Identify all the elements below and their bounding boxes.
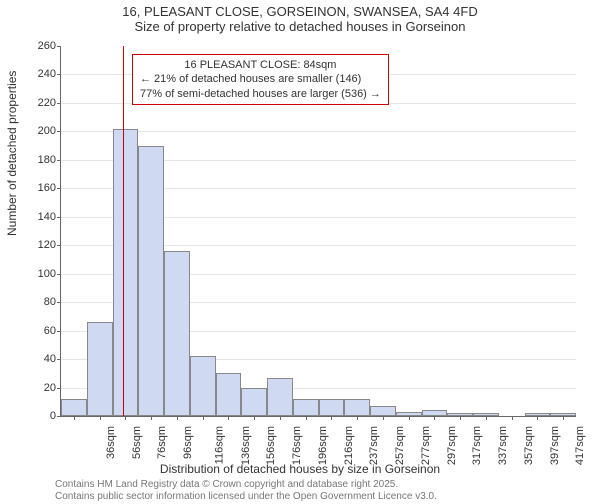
x-tick-mark xyxy=(151,416,152,420)
y-tick-label: 100 xyxy=(26,268,56,280)
x-tick-mark xyxy=(409,416,410,420)
x-tick-mark xyxy=(460,416,461,420)
annotation-box: 16 PLEASANT CLOSE: 84sqm← 21% of detache… xyxy=(132,54,389,105)
chart-title: 16, PLEASANT CLOSE, GORSEINON, SWANSEA, … xyxy=(0,4,600,19)
x-tick-label: 56sqm xyxy=(131,426,143,459)
histogram-bar xyxy=(61,399,87,416)
x-tick-mark xyxy=(228,416,229,420)
x-tick-mark xyxy=(512,416,513,420)
y-tick-mark xyxy=(57,46,61,47)
y-tick-label: 120 xyxy=(26,239,56,251)
x-tick-label: 317sqm xyxy=(472,426,484,465)
plot-region: 16 PLEASANT CLOSE: 84sqm← 21% of detache… xyxy=(60,46,576,417)
x-tick-mark xyxy=(177,416,178,420)
x-tick-label: 357sqm xyxy=(523,426,535,465)
x-tick-label: 196sqm xyxy=(317,426,329,465)
y-tick-mark xyxy=(57,74,61,75)
y-tick-mark xyxy=(57,388,61,389)
x-tick-label: 36sqm xyxy=(105,426,117,459)
y-tick-mark xyxy=(57,160,61,161)
y-tick-label: 180 xyxy=(26,154,56,166)
y-tick-mark xyxy=(57,188,61,189)
y-tick-mark xyxy=(57,359,61,360)
chart-subtitle: Size of property relative to detached ho… xyxy=(0,19,600,34)
x-tick-mark xyxy=(486,416,487,420)
reference-line xyxy=(123,46,124,416)
y-tick-mark xyxy=(57,217,61,218)
x-tick-label: 297sqm xyxy=(446,426,458,465)
y-tick-mark xyxy=(57,103,61,104)
y-tick-mark xyxy=(57,416,61,417)
x-tick-label: 116sqm xyxy=(213,426,225,464)
y-axis-label: Number of detached properties xyxy=(5,71,19,236)
histogram-bar xyxy=(267,378,293,416)
histogram-bar xyxy=(370,406,396,416)
x-tick-label: 76sqm xyxy=(156,426,168,459)
histogram-bar xyxy=(241,388,267,416)
footer-copyright-1: Contains HM Land Registry data © Crown c… xyxy=(55,479,398,490)
histogram-bar xyxy=(164,251,190,416)
x-tick-mark xyxy=(203,416,204,420)
y-tick-label: 240 xyxy=(26,68,56,80)
x-tick-label: 397sqm xyxy=(549,426,561,465)
x-tick-label: 237sqm xyxy=(369,426,381,465)
x-tick-mark xyxy=(434,416,435,420)
annotation-line-1: 16 PLEASANT CLOSE: 84sqm xyxy=(140,58,381,72)
x-tick-label: 337sqm xyxy=(497,426,509,465)
x-tick-mark xyxy=(125,416,126,420)
x-tick-mark xyxy=(563,416,564,420)
histogram-bar xyxy=(113,129,139,416)
x-tick-mark xyxy=(357,416,358,420)
x-axis-label: Distribution of detached houses by size … xyxy=(0,462,600,476)
x-tick-mark xyxy=(383,416,384,420)
x-tick-mark xyxy=(280,416,281,420)
x-tick-label: 176sqm xyxy=(291,426,303,465)
x-tick-label: 96sqm xyxy=(182,426,194,459)
y-tick-label: 200 xyxy=(26,125,56,137)
histogram-bar xyxy=(293,399,319,416)
x-tick-label: 156sqm xyxy=(266,426,278,465)
histogram-bar xyxy=(190,356,216,416)
x-tick-label: 277sqm xyxy=(420,426,432,465)
y-tick-mark xyxy=(57,331,61,332)
y-tick-label: 260 xyxy=(26,40,56,52)
y-tick-label: 0 xyxy=(26,410,56,422)
histogram-bar xyxy=(87,322,113,416)
chart-area: 16 PLEASANT CLOSE: 84sqm← 21% of detache… xyxy=(60,46,575,416)
x-tick-mark xyxy=(537,416,538,420)
y-tick-label: 60 xyxy=(26,325,56,337)
x-tick-mark xyxy=(100,416,101,420)
x-tick-mark xyxy=(306,416,307,420)
histogram-bar xyxy=(344,399,370,416)
histogram-bar xyxy=(216,373,242,416)
x-tick-label: 216sqm xyxy=(343,426,355,465)
annotation-line-2: ← 21% of detached houses are smaller (14… xyxy=(140,72,381,86)
y-tick-mark xyxy=(57,274,61,275)
y-tick-mark xyxy=(57,302,61,303)
annotation-line-3: 77% of semi-detached houses are larger (… xyxy=(140,87,381,101)
x-tick-label: 417sqm xyxy=(575,426,587,465)
y-tick-label: 20 xyxy=(26,382,56,394)
y-tick-label: 80 xyxy=(26,296,56,308)
x-tick-label: 136sqm xyxy=(240,426,252,465)
y-tick-label: 220 xyxy=(26,97,56,109)
y-tick-label: 140 xyxy=(26,211,56,223)
y-tick-mark xyxy=(57,131,61,132)
x-tick-label: 257sqm xyxy=(394,426,406,465)
x-tick-mark xyxy=(254,416,255,420)
y-tick-label: 40 xyxy=(26,353,56,365)
y-tick-label: 160 xyxy=(26,182,56,194)
histogram-bar xyxy=(138,146,164,416)
x-tick-mark xyxy=(74,416,75,420)
y-tick-mark xyxy=(57,245,61,246)
x-tick-mark xyxy=(331,416,332,420)
footer-copyright-2: Contains public sector information licen… xyxy=(55,491,437,502)
histogram-bar xyxy=(319,399,345,416)
